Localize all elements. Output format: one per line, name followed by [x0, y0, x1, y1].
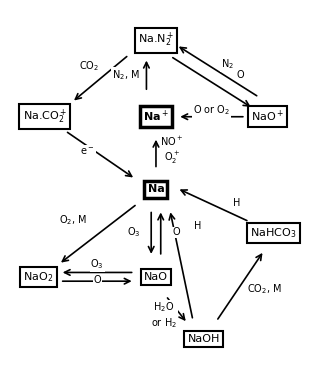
Text: NaO$_2$: NaO$_2$	[23, 270, 54, 284]
Text: O: O	[173, 227, 180, 237]
Text: Na$^+$: Na$^+$	[143, 109, 169, 124]
Text: NaO: NaO	[144, 272, 168, 282]
Text: NaHCO$_3$: NaHCO$_3$	[250, 226, 297, 240]
Text: N$_2$, M: N$_2$, M	[112, 68, 140, 82]
Text: NaOH: NaOH	[187, 334, 220, 344]
Text: O: O	[236, 70, 244, 80]
Text: O$_3$: O$_3$	[127, 226, 140, 239]
Text: O$_2$, M: O$_2$, M	[59, 213, 87, 227]
Text: Na.N$_2^+$: Na.N$_2^+$	[138, 31, 174, 50]
Text: N$_2$: N$_2$	[221, 57, 234, 71]
Text: e$^-$: e$^-$	[80, 146, 95, 157]
Text: NaO$^+$: NaO$^+$	[251, 109, 284, 124]
Text: CO$_2$: CO$_2$	[79, 59, 99, 73]
Text: O or O$_2$: O or O$_2$	[193, 103, 230, 117]
Text: H$_2$O
or H$_2$: H$_2$O or H$_2$	[151, 300, 177, 330]
Text: O: O	[93, 275, 101, 285]
Text: H: H	[194, 221, 201, 231]
Text: Na: Na	[148, 185, 165, 194]
Text: O$_3$: O$_3$	[90, 257, 104, 271]
Text: Na.CO$_2^+$: Na.CO$_2^+$	[23, 108, 67, 126]
Text: H: H	[233, 198, 241, 208]
Text: NO$^+$
O$_2^+$: NO$^+$ O$_2^+$	[160, 135, 183, 166]
Text: CO$_2$, M: CO$_2$, M	[247, 283, 281, 296]
